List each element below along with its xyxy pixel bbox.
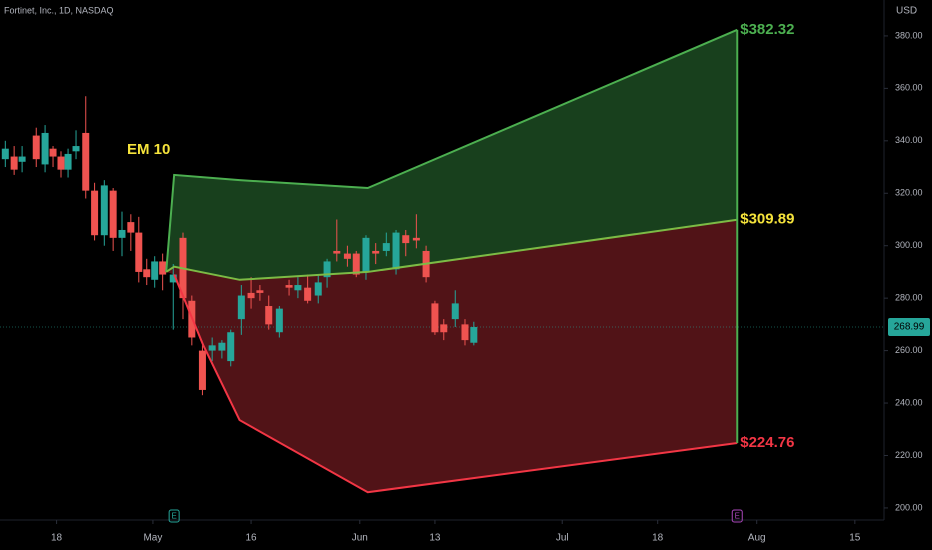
candle-body bbox=[304, 287, 312, 301]
candle-body bbox=[352, 253, 360, 275]
x-tick-label: 16 bbox=[245, 533, 257, 544]
x-tick-label: May bbox=[143, 533, 162, 544]
x-tick-label: 13 bbox=[429, 533, 441, 544]
candle-body bbox=[256, 290, 264, 293]
candle-body bbox=[294, 285, 302, 291]
candle-body bbox=[127, 222, 135, 233]
candle-body bbox=[32, 135, 40, 160]
x-tick-label: Aug bbox=[748, 533, 766, 544]
candle-body bbox=[247, 292, 255, 299]
y-tick-label: 240.00 bbox=[895, 397, 923, 407]
y-tick-label: 340.00 bbox=[895, 135, 923, 145]
candle-body bbox=[392, 232, 400, 270]
candle-body bbox=[64, 153, 72, 170]
last-price-label: 268.99 bbox=[894, 322, 925, 333]
candle-body bbox=[100, 185, 108, 236]
candle-body bbox=[218, 342, 226, 351]
y-tick-label: 200.00 bbox=[895, 502, 923, 512]
candle-body bbox=[402, 235, 410, 244]
candle-body bbox=[265, 306, 273, 325]
y-tick-label: 300.00 bbox=[895, 240, 923, 250]
y-tick-label: 280.00 bbox=[895, 293, 923, 303]
candle-body bbox=[237, 295, 245, 320]
candle-body bbox=[109, 190, 117, 238]
x-tick-label: 15 bbox=[849, 533, 861, 544]
candle-body bbox=[208, 345, 216, 351]
candle-body bbox=[72, 146, 80, 152]
band-line bbox=[165, 218, 738, 281]
candle-body bbox=[41, 132, 49, 165]
band-value-label: $309.89 bbox=[740, 211, 794, 228]
candle-body bbox=[151, 261, 159, 280]
candle-body bbox=[314, 282, 322, 296]
candle-body bbox=[10, 156, 18, 170]
candle-body bbox=[275, 308, 283, 333]
band-value-label: $382.32 bbox=[740, 21, 794, 38]
candle-body bbox=[343, 253, 351, 259]
band-line bbox=[165, 28, 738, 273]
upper-band-fill bbox=[166, 29, 738, 280]
y-tick-label: 220.00 bbox=[895, 450, 923, 460]
annotation: EM 10 bbox=[127, 141, 170, 158]
candle-body bbox=[382, 243, 390, 251]
band-value-label: $224.76 bbox=[740, 434, 794, 451]
candle-body bbox=[461, 324, 469, 341]
candle-body bbox=[1, 148, 9, 160]
y-tick-label: 260.00 bbox=[895, 345, 923, 355]
last-price-badge bbox=[888, 318, 930, 337]
candle-body bbox=[285, 285, 293, 288]
x-tick-label: Jun bbox=[352, 533, 368, 544]
candle-body bbox=[323, 261, 331, 278]
candle-body bbox=[49, 148, 57, 157]
candle-body bbox=[362, 237, 370, 272]
candle-body bbox=[91, 190, 99, 236]
candle-body bbox=[227, 332, 235, 362]
candle-body bbox=[440, 324, 448, 333]
candle-body bbox=[431, 303, 439, 333]
x-tick-label: 18 bbox=[51, 533, 63, 544]
candle-body bbox=[18, 156, 26, 162]
candle-body bbox=[470, 327, 478, 343]
event-label: E bbox=[171, 512, 176, 521]
y-axis-label: USD bbox=[896, 6, 917, 17]
event-icon bbox=[168, 509, 180, 523]
candle-body bbox=[118, 229, 126, 238]
candle-body bbox=[333, 250, 341, 254]
candle-body bbox=[135, 232, 143, 272]
event-icon bbox=[731, 509, 743, 523]
candle-body bbox=[159, 261, 167, 275]
y-tick-label: 320.00 bbox=[895, 188, 923, 198]
candle-body bbox=[143, 269, 151, 278]
event-label: E bbox=[735, 512, 740, 521]
chart-title: Fortinet, Inc., 1D, NASDAQ bbox=[4, 5, 114, 15]
candle-body bbox=[451, 303, 459, 320]
x-tick-label: 18 bbox=[652, 533, 664, 544]
candle-body bbox=[198, 350, 206, 390]
candle-body bbox=[169, 274, 177, 283]
candle-body bbox=[412, 237, 420, 241]
y-tick-label: 380.00 bbox=[895, 30, 923, 40]
band-line bbox=[173, 274, 738, 494]
candle-body bbox=[57, 156, 65, 170]
y-tick-label: 360.00 bbox=[895, 83, 923, 93]
candle-body bbox=[82, 132, 90, 191]
candle-body bbox=[372, 250, 380, 254]
price-axis-bg bbox=[884, 0, 932, 550]
x-tick-label: Jul bbox=[556, 533, 569, 544]
